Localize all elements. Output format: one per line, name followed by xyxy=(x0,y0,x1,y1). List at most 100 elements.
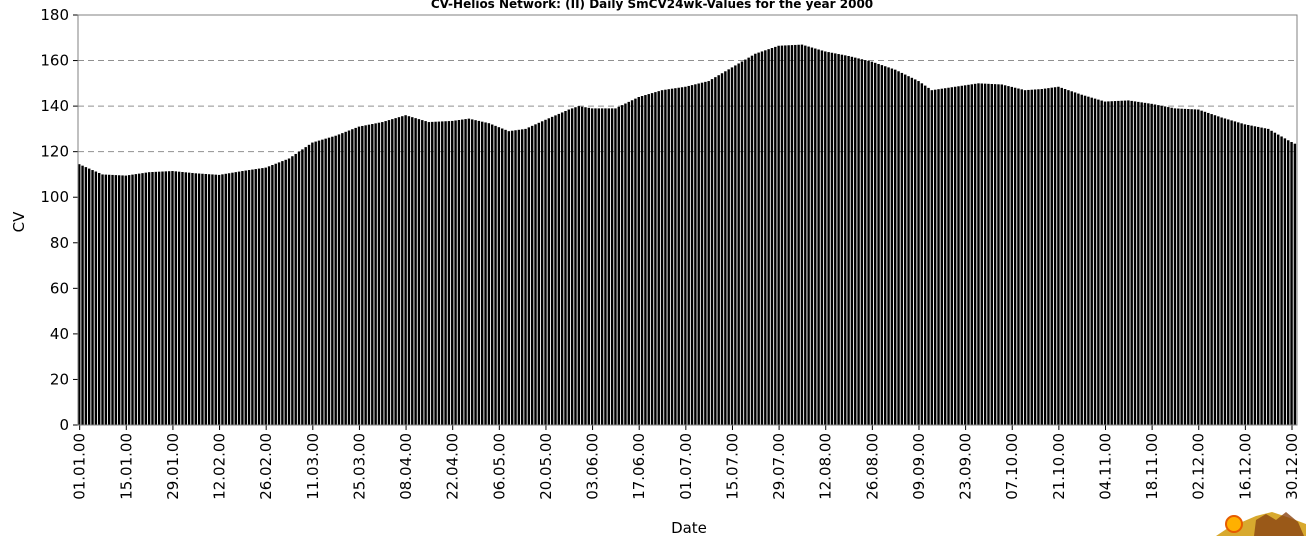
bar xyxy=(171,171,174,425)
x-tick-label: 03.06.00 xyxy=(584,433,602,500)
bar xyxy=(231,172,234,425)
bar xyxy=(81,165,84,425)
x-tick-label: 08.04.00 xyxy=(397,433,415,500)
bar xyxy=(1010,86,1013,425)
bar xyxy=(1230,120,1233,426)
bar xyxy=(844,55,847,425)
bar xyxy=(307,144,311,425)
bar xyxy=(894,69,897,426)
bar xyxy=(760,51,764,425)
bar xyxy=(291,156,294,425)
bar xyxy=(610,108,614,425)
bar xyxy=(617,106,620,425)
bar xyxy=(720,73,724,425)
bar xyxy=(1013,87,1017,425)
bar xyxy=(157,171,161,425)
bar xyxy=(1187,109,1190,425)
bar xyxy=(271,165,274,425)
bar xyxy=(1273,132,1277,425)
bar xyxy=(351,129,354,425)
x-tick-label: 26.02.00 xyxy=(257,433,275,500)
bar xyxy=(884,66,887,425)
bar xyxy=(927,87,930,425)
bar xyxy=(1127,100,1130,426)
bar xyxy=(84,167,88,425)
x-tick-label: 22.04.00 xyxy=(444,433,462,500)
bar xyxy=(1223,118,1227,425)
bar xyxy=(124,175,128,425)
bar xyxy=(890,68,894,425)
bar xyxy=(301,149,304,425)
bar xyxy=(1267,128,1270,425)
bar xyxy=(451,120,454,426)
bar xyxy=(481,121,484,426)
bar xyxy=(474,120,477,425)
bar xyxy=(441,121,444,426)
bar xyxy=(1203,111,1207,425)
bar xyxy=(504,129,507,425)
bar xyxy=(997,84,1000,425)
bar xyxy=(524,128,527,425)
x-axis: 01.01.00 15.01.00 29.01.00 12.02.00 26.02.00… xyxy=(71,425,1301,500)
bar xyxy=(560,112,564,426)
bar xyxy=(727,69,730,425)
bar xyxy=(1237,122,1240,425)
bar xyxy=(857,58,860,425)
bar xyxy=(264,167,267,426)
bar xyxy=(281,161,284,425)
bar xyxy=(1103,101,1107,425)
bar xyxy=(577,106,581,426)
bar xyxy=(520,129,524,425)
bar xyxy=(1283,138,1287,425)
bar xyxy=(740,61,744,425)
bar xyxy=(151,172,154,425)
bar xyxy=(750,55,754,426)
bar xyxy=(1033,89,1037,425)
bar xyxy=(704,81,707,426)
bar xyxy=(527,127,531,426)
bar xyxy=(1067,90,1070,426)
bar xyxy=(144,172,148,425)
bar xyxy=(1197,109,1200,425)
bar xyxy=(247,170,251,425)
bar xyxy=(201,173,204,425)
bar xyxy=(78,164,81,425)
x-tick-label: 17.06.00 xyxy=(630,433,648,500)
bar xyxy=(864,60,867,425)
bar xyxy=(960,85,964,426)
bar xyxy=(97,172,101,425)
bar xyxy=(590,108,594,425)
x-tick-label: 07.10.00 xyxy=(1003,433,1021,500)
bar xyxy=(757,52,760,425)
bar xyxy=(134,174,138,425)
bar xyxy=(87,168,91,425)
bar xyxy=(993,84,997,426)
y-tick-label: 0 xyxy=(59,416,69,434)
bar xyxy=(507,131,511,426)
bar xyxy=(1183,108,1187,425)
bar xyxy=(644,95,647,426)
bar xyxy=(174,171,178,425)
bar xyxy=(840,54,844,425)
bar xyxy=(724,71,727,425)
bar xyxy=(910,77,914,426)
x-tick-label: 25.03.00 xyxy=(350,433,368,500)
bar xyxy=(604,108,607,425)
bar xyxy=(1207,112,1210,425)
bar xyxy=(754,53,757,425)
bar xyxy=(670,88,674,425)
bar xyxy=(461,119,464,426)
x-tick-label: 21.10.00 xyxy=(1050,433,1068,500)
bar xyxy=(827,52,830,425)
bar xyxy=(764,50,767,426)
bar xyxy=(181,172,184,425)
bar xyxy=(637,97,640,425)
bar xyxy=(697,83,700,425)
bar xyxy=(304,147,307,426)
bar xyxy=(104,174,108,425)
bar xyxy=(1030,89,1033,426)
bar xyxy=(317,140,321,425)
bar xyxy=(967,84,970,426)
bar xyxy=(534,124,537,425)
